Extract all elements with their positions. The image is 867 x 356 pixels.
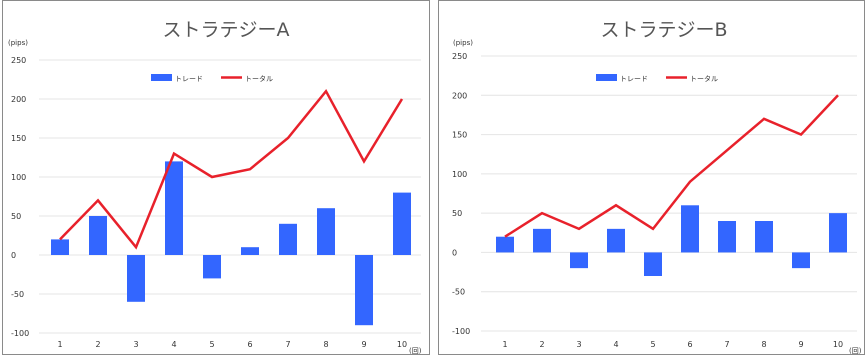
chart0-bar-3 <box>127 255 145 302</box>
chart0-x-tick-label: 1 <box>57 340 62 349</box>
chart1-x-tick-label: 3 <box>576 340 581 349</box>
chart0-title: ストラテジーA <box>163 19 290 41</box>
chart1-x-tick-label: 7 <box>724 340 729 349</box>
chart1-bar-8 <box>755 221 773 253</box>
chart1-y-tick-label: 250 <box>452 52 467 61</box>
chart0-x-tick-label: 9 <box>361 340 366 349</box>
chart1-x-tick-label: 10 <box>833 340 843 349</box>
chart1-x-unit: (回) <box>849 347 862 355</box>
chart1-x-tick-label: 6 <box>687 340 692 349</box>
chart1-bar-2 <box>533 228 551 253</box>
chart1-y-unit: (pips) <box>453 39 473 47</box>
chart1-bar-10 <box>829 213 847 253</box>
chart1-x-tick-label: 2 <box>539 340 544 349</box>
chart1-y-tick-label: 0 <box>452 248 457 257</box>
chart1-x-tick-label: 8 <box>761 340 766 349</box>
chart0-x-tick-label: 4 <box>171 340 176 349</box>
chart-panel-strategy-b: ストラテジーB (pips) -100 -50 0 50 100 150 200 250 1 2 3 4 5… <box>438 0 865 355</box>
chart0-x-tick-label: 7 <box>285 340 290 349</box>
chart0-y-tick-label: 100 <box>11 173 26 182</box>
chart0-bar-8 <box>317 208 335 255</box>
chart1-y-tick-label: 150 <box>452 131 467 140</box>
chart1-bar-7 <box>718 221 736 253</box>
chart0-y-tick-label: 150 <box>11 134 26 143</box>
chart0-legend-label-trade: トレード <box>175 75 203 83</box>
chart0-bar-2 <box>89 216 107 255</box>
chart0-y-tick-label: 50 <box>11 212 21 221</box>
chart0-y-unit: (pips) <box>8 39 28 47</box>
chart1-y-tick-label: 50 <box>452 209 462 218</box>
chart0-y-tick-label: 0 <box>11 251 16 260</box>
chart1-bar-9 <box>792 252 810 269</box>
chart1-bar-1 <box>496 236 514 253</box>
chart1-x-tick-label: 1 <box>502 340 507 349</box>
chart-svg-strategy-a: ストラテジーA (pips) -100 -50 0 50 100 150 200 250 1 2 3 4 5… <box>8 19 422 355</box>
chart1-bar-4 <box>607 228 625 253</box>
chart0-legend-label-total: トータル <box>245 74 273 83</box>
chart0-x-tick-label: 6 <box>247 340 252 349</box>
chart0-x-tick-label: 8 <box>323 340 328 349</box>
chart1-x-tick-label: 9 <box>798 340 803 349</box>
chart0-y-tick-label: 250 <box>11 56 26 65</box>
chart0-legend-swatch-trade <box>151 74 172 81</box>
chart-panel-strategy-a: ストラテジーA (pips) -100 -50 0 50 100 150 200 250 1 2 3 4 5… <box>2 0 430 355</box>
chart0-x-tick-label: 10 <box>397 340 407 349</box>
chart0-bar-1 <box>51 239 69 255</box>
chart1-x-tick-label: 4 <box>613 340 618 349</box>
chart1-bar-3 <box>570 252 588 269</box>
chart0-y-tick-label: -100 <box>11 329 29 338</box>
chart1-bar-6 <box>681 205 699 253</box>
chart0-y-tick-label: 200 <box>11 95 26 104</box>
chart1-bar-5 <box>644 252 662 276</box>
chart1-y-tick-label: -50 <box>452 288 465 297</box>
chart1-title: ストラテジーB <box>600 19 727 41</box>
chart0-x-tick-label: 3 <box>133 340 138 349</box>
chart0-x-unit: (回) <box>409 347 422 355</box>
chart1-line-total <box>504 94 839 238</box>
chart0-x-tick-label: 2 <box>95 340 100 349</box>
chart1-y-tick-label: 200 <box>452 91 467 100</box>
chart0-bar-6 <box>241 247 259 255</box>
chart0-y-tick-label: -50 <box>11 290 24 299</box>
chart1-legend-swatch-trade <box>596 74 617 81</box>
chart0-bar-7 <box>279 223 297 255</box>
chart1-legend-label-total: トータル <box>690 74 718 83</box>
chart0-bar-5 <box>203 255 221 279</box>
chart0-bar-10 <box>393 192 411 255</box>
chart-svg-strategy-b: ストラテジーB (pips) -100 -50 0 50 100 150 200 250 1 2 3 4 5… <box>452 19 862 355</box>
chart1-y-tick-label: -100 <box>452 327 470 336</box>
chart1-y-tick-label: 100 <box>452 170 467 179</box>
chart1-x-tick-label: 5 <box>650 340 655 349</box>
chart0-bar-4 <box>165 161 183 255</box>
chart0-bar-9 <box>355 255 373 326</box>
chart0-line-total <box>59 88 404 250</box>
chart1-legend-label-trade: トレード <box>620 75 648 83</box>
chart0-x-tick-label: 5 <box>209 340 214 349</box>
